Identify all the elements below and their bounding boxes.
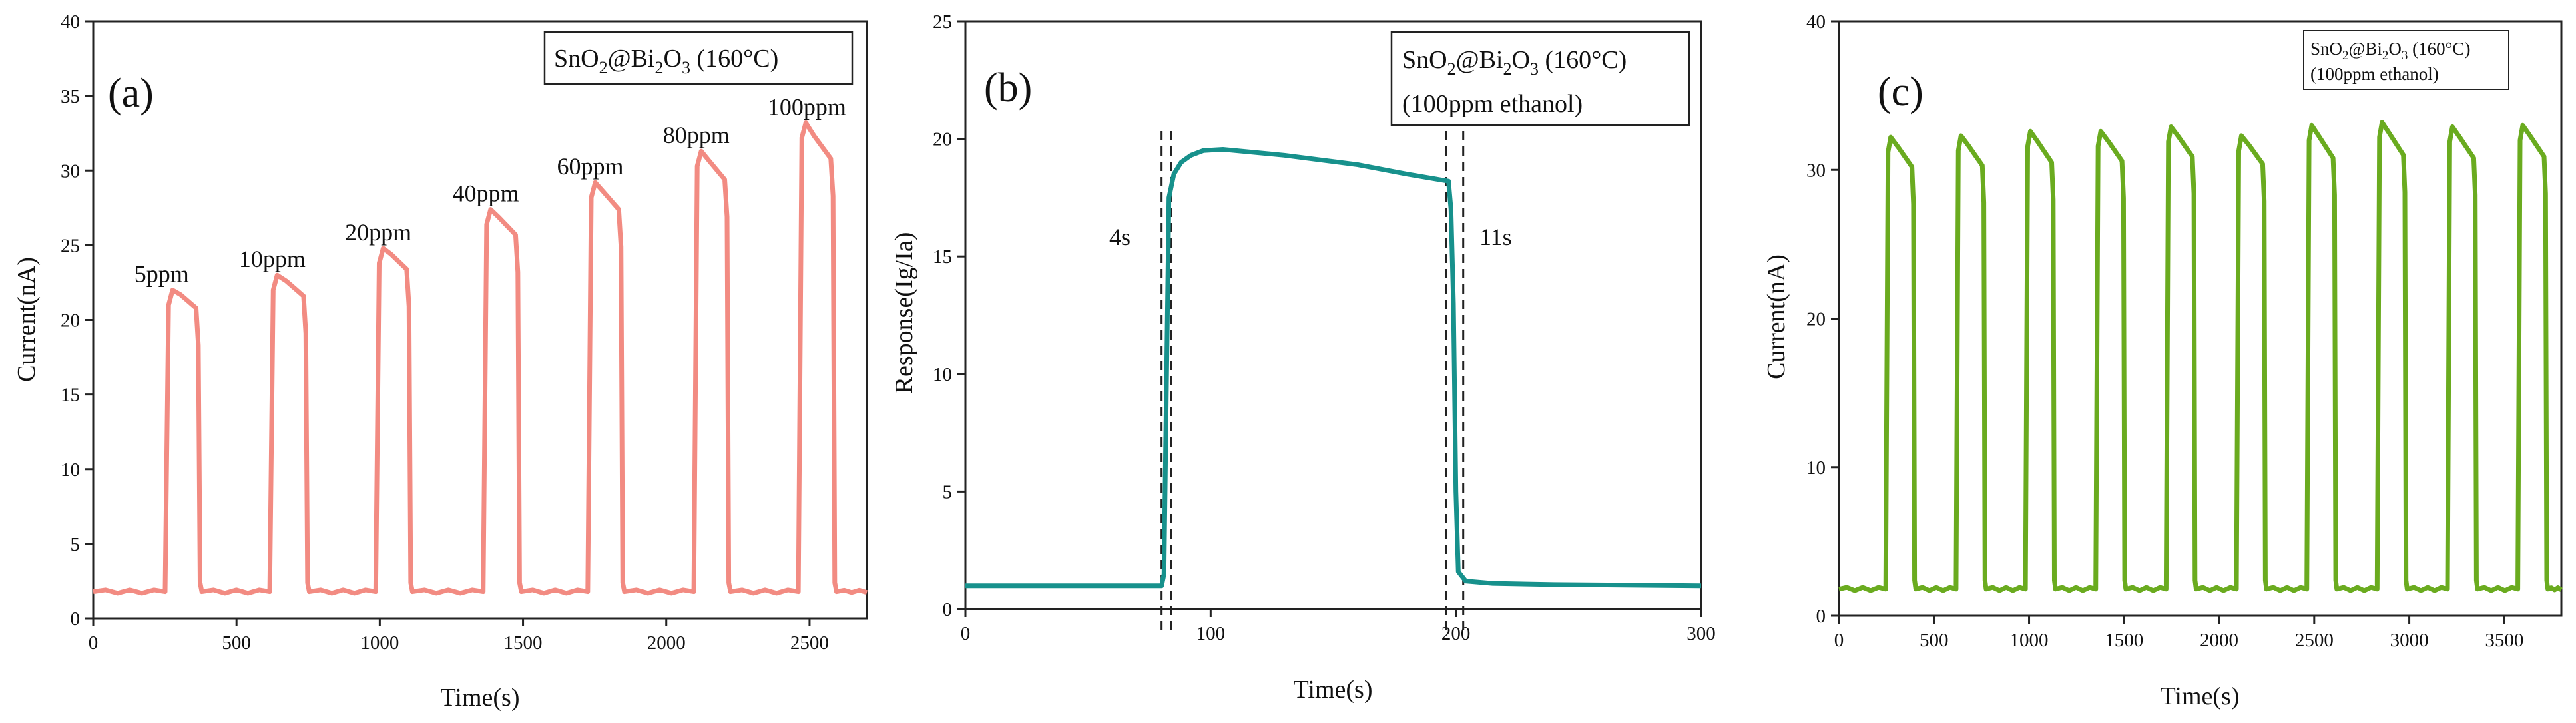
- panel-a-ytick-label-2: 10: [61, 459, 80, 481]
- panel-b-xtick-label-1: 100: [1196, 623, 1226, 644]
- panel-b-xtick-label-3: 300: [1686, 623, 1716, 644]
- panel-b-annotation-4s: 4s: [1109, 224, 1131, 250]
- panel-b-ytick-label-1: 5: [943, 481, 953, 503]
- panel-b-ytick-label-5: 25: [933, 11, 952, 33]
- panel-a-pulse-label-3: 40ppm: [452, 180, 519, 207]
- panel-b-ytick-label-0: 0: [943, 599, 953, 620]
- panel-a-pulse-labels: 5ppm 10ppm 20ppm 40ppm 60ppm 80ppm 100ppm: [134, 93, 846, 287]
- panel-a-xtick-label-5: 2500: [790, 632, 829, 654]
- panel-a-pulse-label-5: 80ppm: [663, 122, 730, 148]
- panel-c-plot-frame: [1838, 20, 2563, 617]
- panel-a-ylabel: Current(nA): [13, 257, 41, 382]
- panel-a-ytick-label-4: 20: [61, 310, 80, 332]
- panel-c-ytick-label-1: 10: [1806, 457, 1826, 479]
- panel-c-xtick-label-0: 0: [1834, 630, 1844, 651]
- panel-c-xtick-label-1: 500: [1920, 630, 1949, 651]
- panel-b-ylabel: Response(Ig/Ia): [890, 232, 918, 394]
- panel-a-label: (a): [108, 71, 154, 116]
- panel-c-xtick-label-6: 3000: [2390, 630, 2429, 651]
- panel-a-pulse-label-4: 60ppm: [557, 153, 624, 180]
- panel-a-ytick-label-7: 35: [61, 86, 80, 107]
- panel-c-xlabel: Time(s): [2161, 682, 2240, 710]
- panel-c-legend-text: SnO2@Bi2O3 (160°C): [2310, 39, 2470, 63]
- panel-a-ytick-label-8: 40: [61, 11, 80, 33]
- panel-c-ytick-label-3: 30: [1806, 160, 1826, 181]
- panel-a-ytick-label-5: 25: [61, 235, 80, 256]
- panel-a-legend-text: SnO2@Bi2O3 (160°C): [554, 45, 778, 77]
- panel-b-annotation-11s: 11s: [1479, 224, 1512, 250]
- panel-a-xtick-label-1: 500: [222, 632, 251, 654]
- panel-c-ticks: 0 500 1000 1500 2000 2500 3000 3500 0 10 20 30 40: [1806, 11, 2523, 651]
- panel-a-series-line: [93, 120, 868, 596]
- panel-c-xtick-label-7: 3500: [2485, 630, 2523, 651]
- panel-c-xtick-label-5: 2500: [2295, 630, 2334, 651]
- panel-c-xtick-label-4: 2000: [2200, 630, 2238, 651]
- panel-c-ylabel: Current(nA): [1762, 254, 1790, 379]
- panel-a-ticks: 0 500 1000 1500 2000 2500 0 5 10 15 20 25 30 35 40: [61, 11, 829, 654]
- panel-a-xtick-label-4: 2000: [647, 632, 686, 654]
- panel-b-ytick-label-2: 10: [933, 364, 952, 385]
- panel-c-ytick-label-2: 20: [1806, 309, 1826, 330]
- panel-b-series-line: [965, 147, 1702, 589]
- panel-c-ytick-label-0: 0: [1816, 606, 1826, 627]
- panel-a-legend-box: [543, 31, 854, 85]
- panel-a: 0 500 1000 1500 2000 2500 0 5 10 15 20 25 30 35 40 5pp…: [13, 11, 868, 712]
- panel-a-pulse-label-0: 5ppm: [134, 261, 189, 288]
- panel-a-pulse-label-6: 100ppm: [768, 93, 846, 120]
- panel-a-ytick-label-3: 15: [61, 385, 80, 406]
- panel-a-plot-frame: [92, 20, 868, 620]
- panel-b-legend-line2: (100ppm ethanol): [1402, 90, 1583, 118]
- panel-b-legend-box: [1390, 31, 1690, 126]
- panel-c-ytick-label-4: 40: [1806, 11, 1826, 33]
- panel-c-xtick-label-3: 1500: [2105, 630, 2143, 651]
- panel-a-xtick-label-3: 1500: [504, 632, 543, 654]
- panel-a-xlabel: Time(s): [441, 684, 520, 712]
- panel-a-ytick-label-1: 5: [71, 534, 81, 555]
- panel-a-xtick-label-2: 1000: [360, 632, 399, 654]
- panel-a-pulse-label-2: 20ppm: [345, 219, 411, 246]
- panel-c-xtick-label-2: 1000: [2010, 630, 2049, 651]
- panel-c-series-line: [1838, 120, 2563, 593]
- panel-b-ytick-label-4: 20: [933, 129, 952, 150]
- panel-b-time-markers: [1160, 131, 1465, 636]
- panel-b-label: (b): [984, 65, 1032, 111]
- panel-b-plot-frame: [964, 20, 1702, 610]
- panel-a-pulse-label-1: 10ppm: [239, 246, 306, 272]
- panel-c-legend-line2: (100ppm ethanol): [2310, 64, 2439, 84]
- panel-a-xtick-label-0: 0: [89, 632, 99, 654]
- panel-b-legend-text: SnO2@Bi2O3 (160°C): [1402, 46, 1627, 79]
- panel-c-legend-box: [2303, 30, 2509, 90]
- panel-b-xtick-label-0: 0: [961, 623, 971, 644]
- panel-a-ytick-label-0: 0: [71, 608, 81, 630]
- panel-b-xlabel: Time(s): [1294, 676, 1373, 704]
- panel-a-ytick-label-6: 30: [61, 160, 80, 182]
- panel-b-ytick-label-3: 15: [933, 246, 952, 268]
- panel-c: 0 500 1000 1500 2000 2500 3000 3500 0 10 20 30 40 (c…: [1762, 11, 2563, 710]
- panel-c-label: (c): [1878, 69, 1924, 115]
